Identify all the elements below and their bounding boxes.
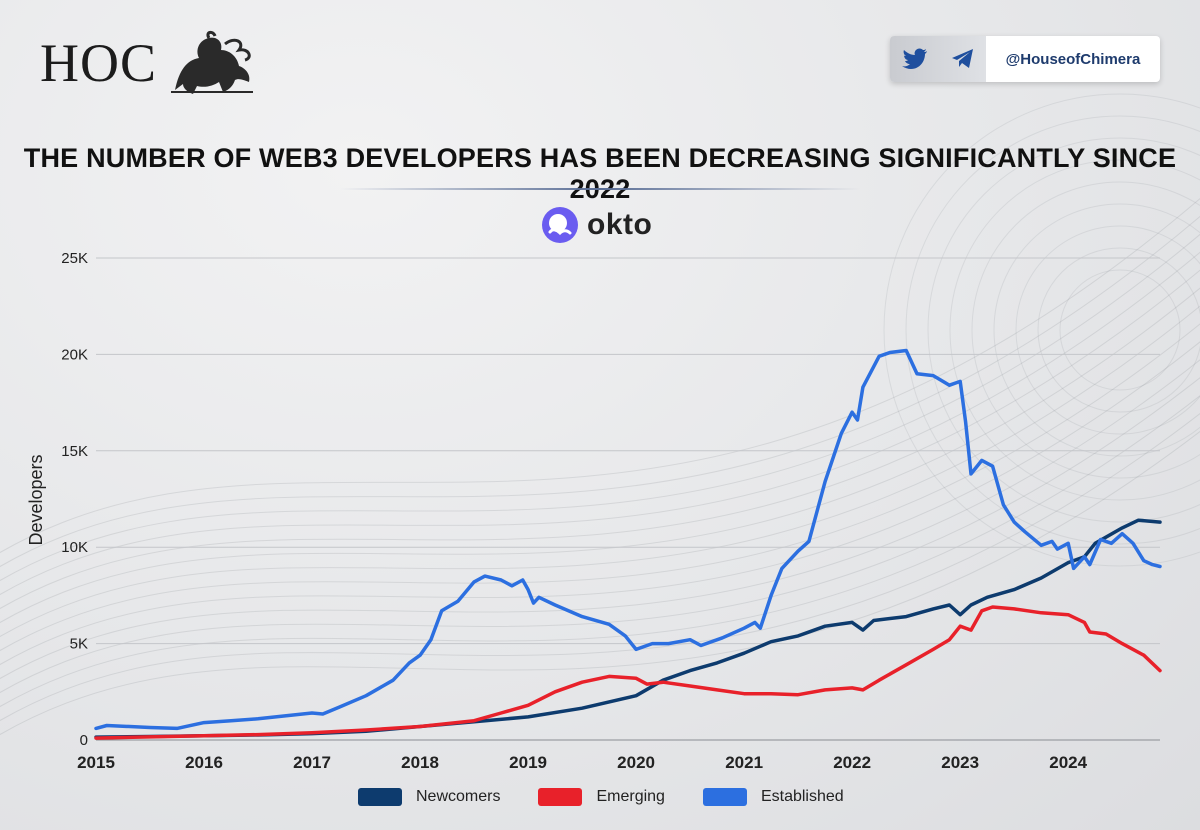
series-line-established: [94, 348, 1162, 731]
y-tick-label: 5K: [70, 636, 88, 653]
social-handle[interactable]: @HouseofChimera: [1005, 50, 1141, 68]
x-tick-label: 2020: [617, 753, 655, 772]
chart-headline: THE NUMBER OF WEB3 DEVELOPERS HAS BEEN D…: [23, 143, 1177, 204]
legend-swatch: [702, 788, 747, 806]
x-tick-label: 2021: [725, 753, 763, 772]
telegram-plane-icon[interactable]: [951, 48, 975, 70]
y-tick-label: 0: [80, 732, 88, 749]
series-line-emerging: [94, 605, 1162, 740]
logo-text: HOC: [40, 33, 158, 93]
social-icons: [890, 36, 986, 82]
decoration-ring: [949, 159, 1200, 501]
x-tick-label: 2017: [293, 753, 331, 772]
decoration-ring: [1015, 225, 1200, 435]
decoration-ring: [971, 181, 1200, 479]
x-tick-label: 2024: [1049, 753, 1087, 772]
decoration-wave: [0, 233, 1200, 582]
decoration-wave: [0, 305, 1200, 638]
x-tick-label: 2016: [185, 753, 223, 772]
decoration-ring: [927, 137, 1200, 523]
hoc-logo: HOC: [40, 30, 257, 96]
decoration-wave: [0, 287, 1200, 624]
decoration-ring: [905, 115, 1200, 545]
legend-swatch: [538, 788, 583, 806]
legend-swatch: [358, 788, 402, 806]
legend-item-established: Established: [702, 788, 844, 806]
decoration-wave: [0, 412, 1200, 722]
okto-brand: okto: [541, 206, 652, 244]
decoration-wave: [0, 395, 1200, 708]
chart-grid: [96, 257, 1160, 741]
social-badge[interactable]: @HouseofChimera: [890, 36, 1160, 82]
okto-logo-icon: [542, 207, 578, 243]
headline-divider: [340, 188, 860, 190]
legend-label: Emerging: [596, 788, 665, 805]
x-tick-label: 2019: [509, 753, 547, 772]
x-tick-label: 2018: [401, 753, 439, 772]
decoration-ring: [1037, 247, 1200, 413]
decoration-ring: [1059, 269, 1181, 391]
decoration-wave: [0, 430, 1200, 736]
decoration-wave: [0, 215, 1200, 568]
decoration-wave: [0, 377, 1200, 694]
y-tick-label: 10K: [61, 539, 88, 556]
legend-label: Established: [760, 788, 844, 805]
chart-legend: Newcomers Emerging Established: [358, 788, 882, 806]
y-tick-label: 15K: [61, 443, 88, 460]
x-tick-label: 2022: [833, 753, 871, 772]
x-axis-tick-labels: 2015 2016 2017 2018 2019 2020 2021 2022 2023 2024: [77, 753, 1088, 772]
legend-label: Newcomers: [416, 788, 501, 805]
decoration-wave: [0, 359, 1200, 680]
y-axis-label: Developers: [26, 454, 46, 545]
series-line-newcomers: [94, 518, 1162, 739]
x-tick-label: 2023: [941, 753, 979, 772]
decoration-wave: [0, 341, 1200, 666]
decoration-wave: [0, 197, 1200, 554]
chimera-lion-icon: [171, 30, 254, 94]
y-axis-tick-labels: 0 5K 10K 15K 20K 25K: [61, 250, 88, 749]
chart-series: [94, 348, 1162, 740]
y-tick-label: 25K: [61, 250, 88, 267]
legend-item-emerging: Emerging: [538, 788, 665, 806]
y-tick-label: 20K: [61, 346, 88, 363]
legend-item-newcomers: Newcomers: [358, 788, 500, 806]
x-tick-label: 2015: [77, 753, 115, 772]
decoration-wave: [0, 269, 1200, 610]
decoration-ring: [883, 93, 1200, 567]
twitter-bird-icon[interactable]: [901, 48, 928, 70]
decoration-ring: [993, 203, 1200, 457]
brand-name: okto: [587, 208, 653, 241]
